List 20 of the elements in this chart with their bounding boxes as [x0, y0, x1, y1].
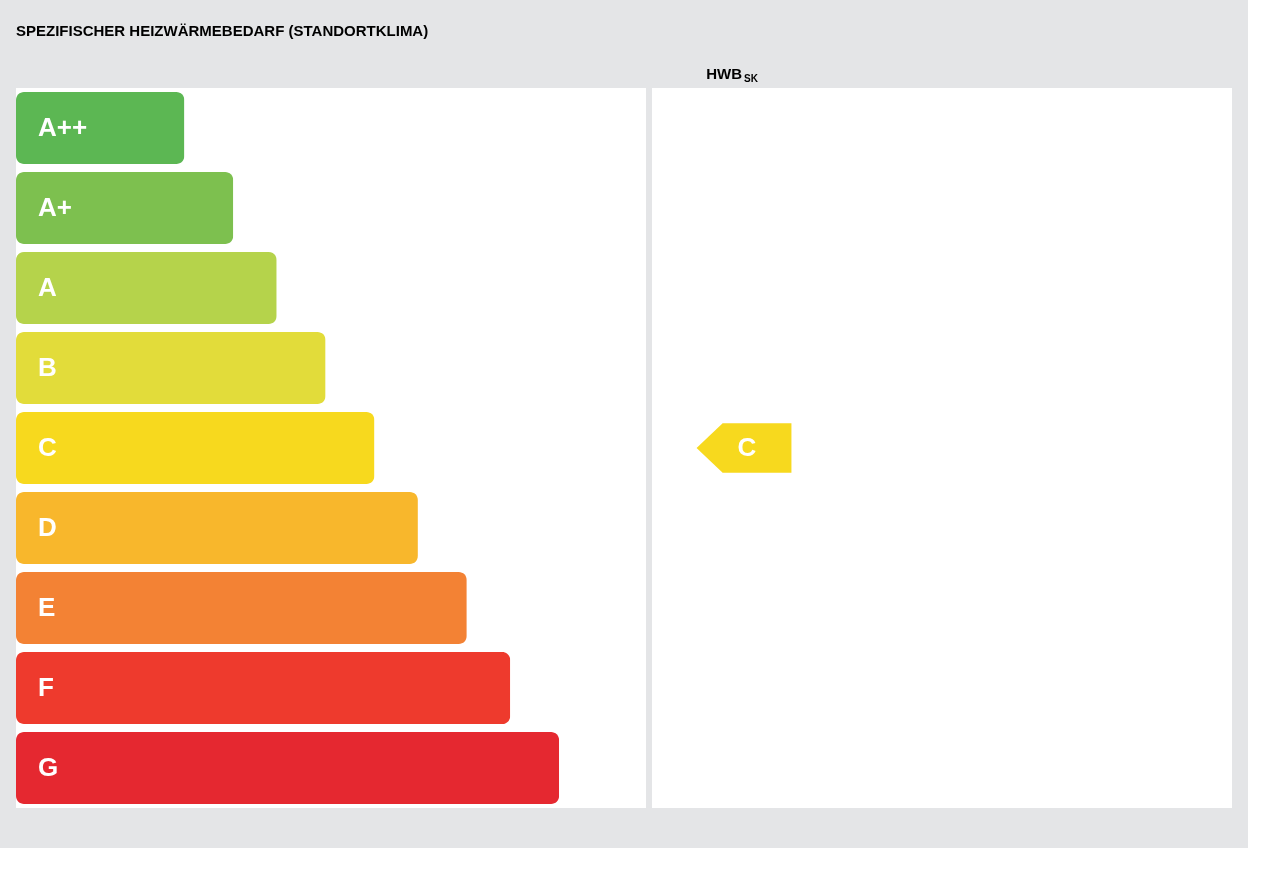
- y-tick-label: C: [38, 432, 57, 462]
- text: C: [737, 432, 757, 462]
- bar: [16, 252, 277, 324]
- y-tick-label: G: [38, 752, 59, 782]
- y-tick-label: A+: [38, 192, 72, 222]
- chart-title: SPEZIFISCHER HEIZWÄRMEBEDARF (STANDORTKLIMA): [16, 22, 429, 39]
- bar: [16, 172, 234, 244]
- y-tick-label: B: [38, 352, 57, 382]
- bar: [16, 332, 326, 404]
- bar: [16, 412, 375, 484]
- bar: [16, 492, 418, 564]
- y-tick-label: E: [38, 592, 56, 622]
- bar: [16, 652, 511, 724]
- bar: [16, 92, 185, 164]
- bar: [16, 572, 467, 644]
- y-tick-label: D: [38, 512, 57, 542]
- bar: [16, 732, 560, 804]
- y-tick-label: A: [38, 272, 57, 302]
- y-tick-label: A++: [38, 112, 88, 142]
- y-tick-label: F: [38, 672, 54, 702]
